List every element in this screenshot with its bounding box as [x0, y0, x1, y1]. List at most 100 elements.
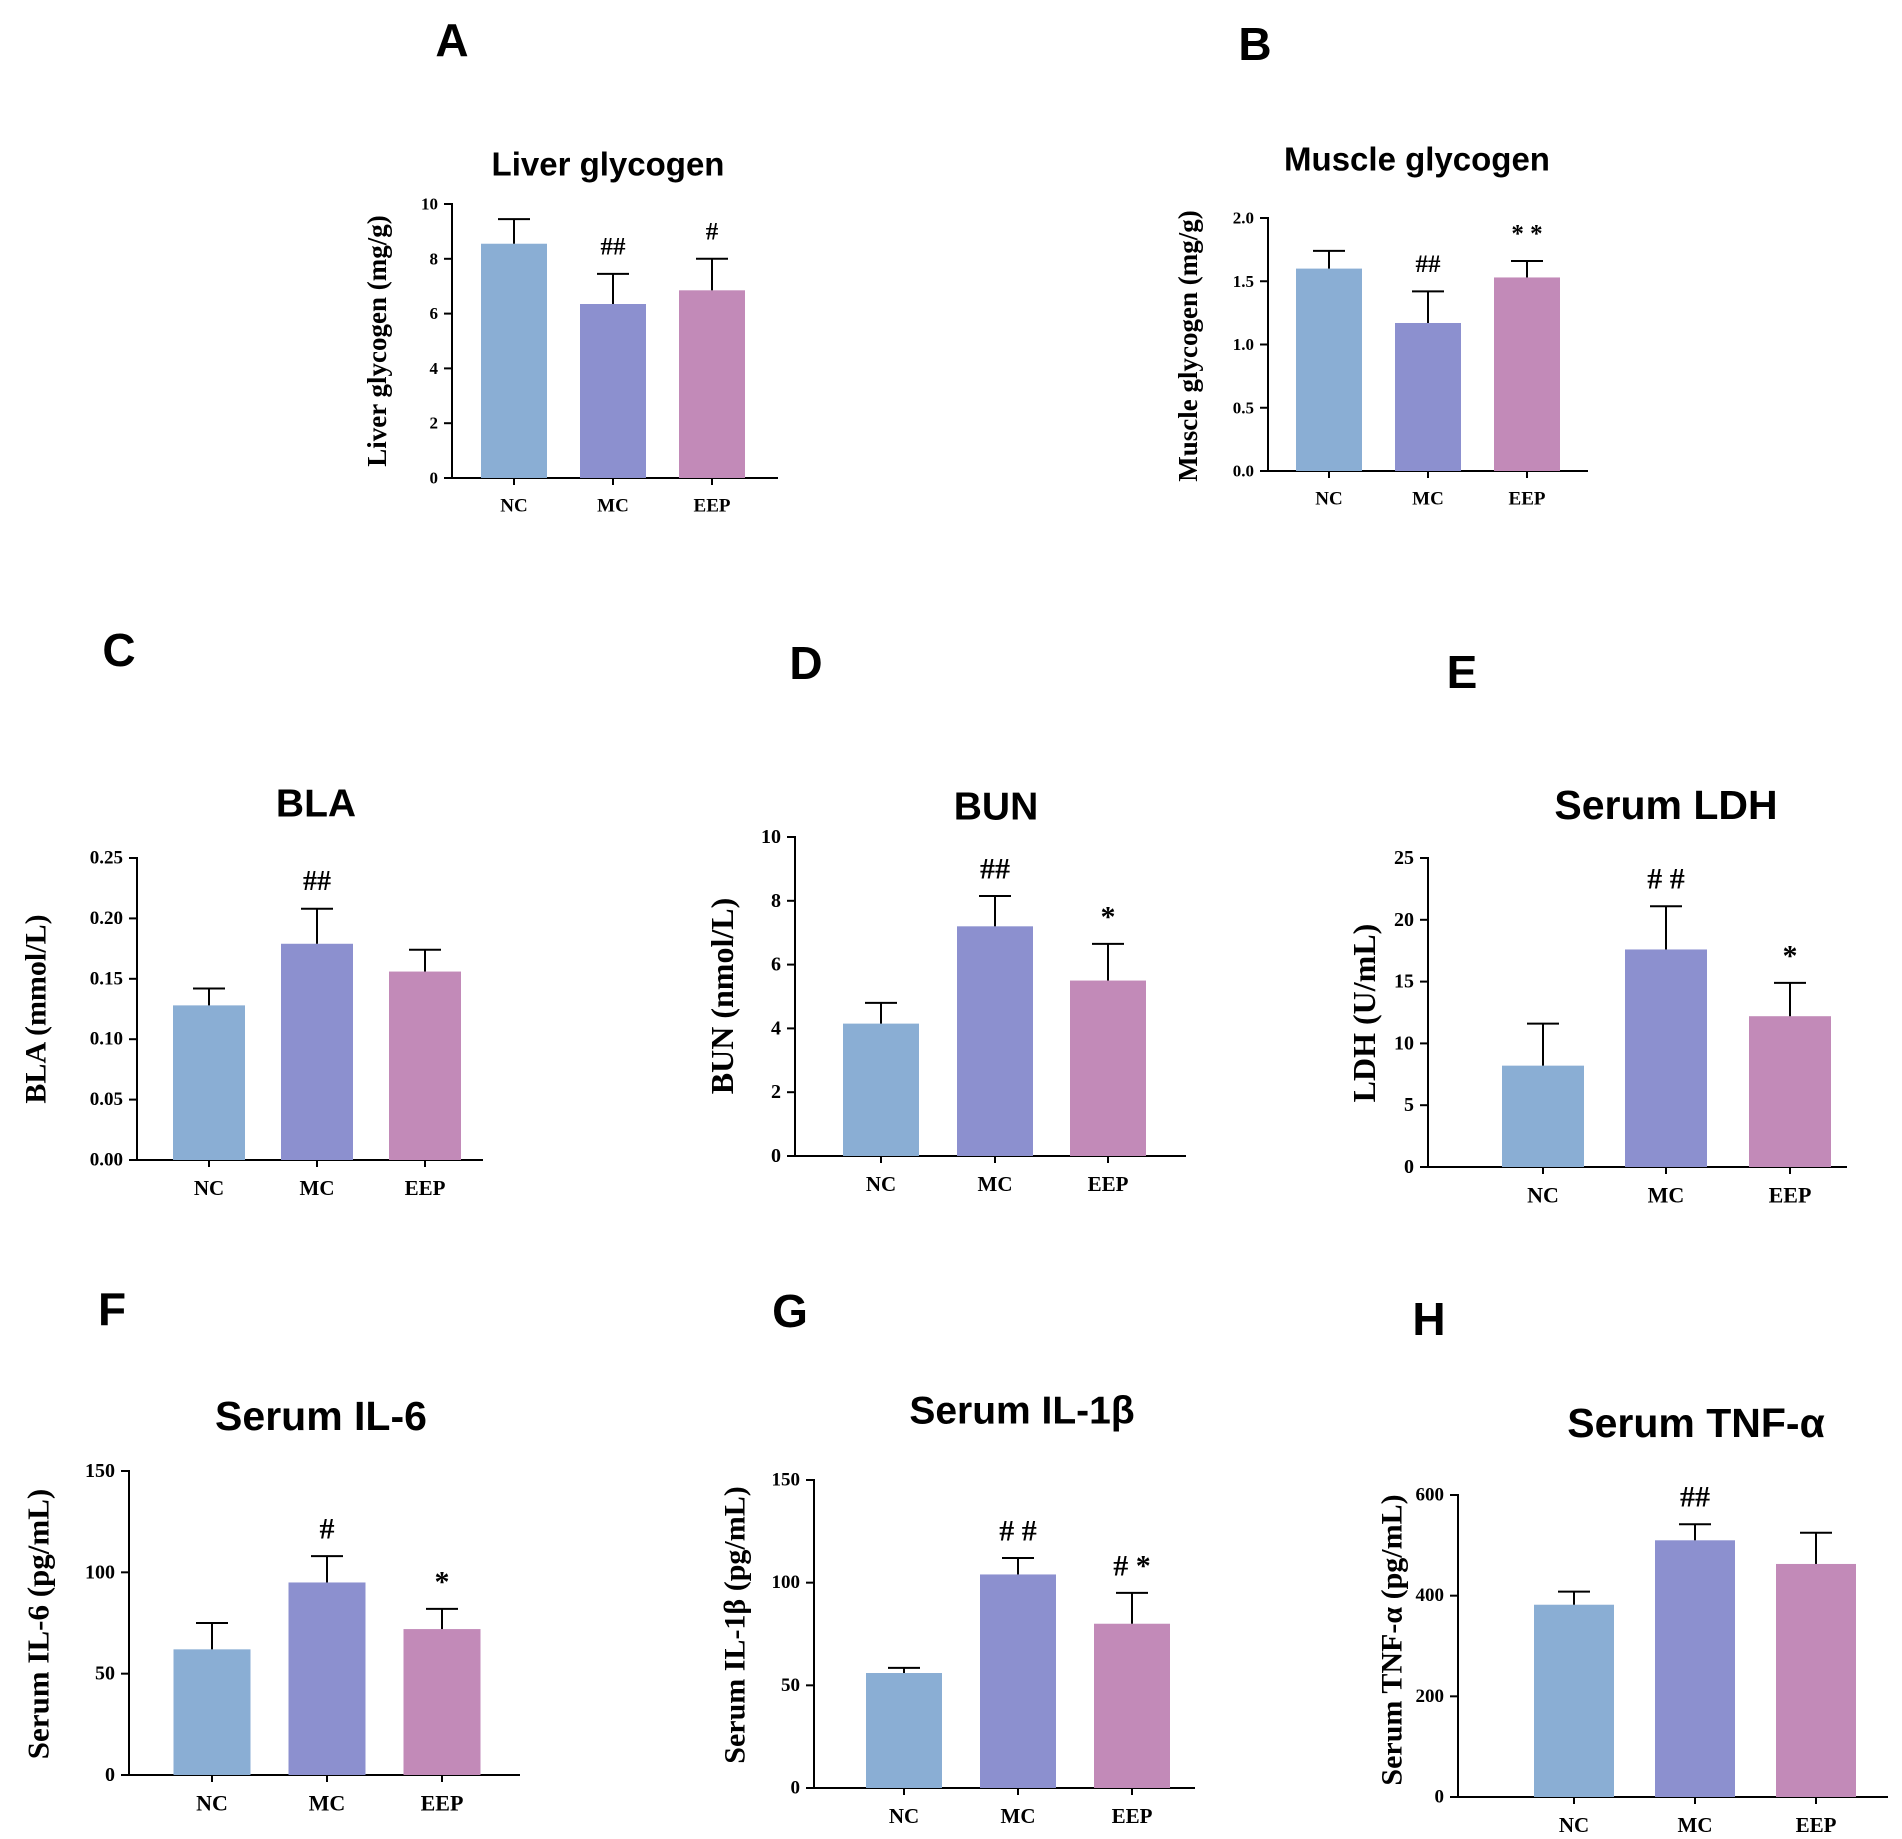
- bar-mc: [580, 304, 646, 478]
- bar-mc: [957, 926, 1033, 1156]
- y-tick-label: 100: [85, 1561, 115, 1583]
- y-axis-label: Liver glycogen (mg/g): [362, 215, 392, 466]
- x-tick-label: EEP: [1088, 1172, 1129, 1196]
- chart-title: BLA: [276, 783, 356, 826]
- bar-nc: [1296, 268, 1362, 471]
- chart-panel-e: E Serum LDH LDH (U/mL) 0 5 10 15 20 25 NC MC # # EEP…: [1346, 646, 1847, 1208]
- panel-letter: C: [102, 624, 135, 676]
- x-tick-label: MC: [1412, 489, 1444, 510]
- y-tick-label: 0.10: [90, 1029, 123, 1050]
- y-tick-label: 150: [772, 1470, 801, 1491]
- x-tick-label: MC: [597, 496, 629, 517]
- bar-nc: [843, 1023, 919, 1156]
- y-axis-label: Serum TNF-α (pg/mL): [1376, 1494, 1409, 1785]
- y-tick-label: 400: [1416, 1585, 1445, 1606]
- y-tick-label: 0.15: [90, 968, 123, 989]
- y-tick-label: 8: [430, 249, 439, 268]
- chart-panel-f: F Serum IL-6 Serum IL-6 (pg/mL) 0 50 100 150 NC…: [21, 1283, 520, 1816]
- x-tick-label: NC: [194, 1176, 224, 1200]
- bar-eep: [1776, 1563, 1856, 1797]
- y-tick-label: 0.00: [90, 1150, 123, 1171]
- x-tick-label: EEP: [1509, 489, 1546, 510]
- y-tick-label: 10: [1394, 1032, 1414, 1054]
- significance-label: # *: [1113, 1549, 1151, 1582]
- x-tick-label: NC: [1559, 1813, 1589, 1837]
- significance-label: ##: [601, 233, 627, 260]
- y-tick-label: 0.05: [90, 1089, 123, 1110]
- y-tick-label: 1.5: [1233, 272, 1254, 291]
- bar-mc: [1395, 322, 1461, 471]
- x-tick-label: EEP: [1112, 1804, 1153, 1828]
- y-tick-label: 2: [771, 1081, 781, 1103]
- chart-title: Serum TNF-α: [1567, 1400, 1825, 1446]
- bar-nc: [1502, 1065, 1584, 1167]
- y-tick-label: 0: [105, 1764, 115, 1786]
- bar-mc: [281, 943, 353, 1160]
- y-axis-label: BUN (nmol/L): [704, 898, 740, 1094]
- x-tick-label: EEP: [1769, 1183, 1812, 1208]
- x-tick-label: MC: [1678, 1813, 1713, 1837]
- bar-eep: [1094, 1623, 1170, 1788]
- chart-panel-a: A Liver glycogen Liver glycogen (mg/g) 0 2 4 6…: [362, 14, 778, 517]
- significance-label: ##: [1416, 251, 1442, 278]
- chart-panel-d: D BUN BUN (nmol/L) 0 2 4 6 8 10 NC MC ## EEP *: [704, 637, 1186, 1196]
- y-tick-label: 0.25: [90, 848, 123, 869]
- bar-nc: [481, 243, 547, 478]
- y-tick-label: 0: [430, 469, 439, 488]
- x-tick-label: EEP: [694, 496, 731, 517]
- chart-panel-b: B Muscle glycogen Muscle glycogen (mg/g) 0.…: [1173, 18, 1588, 510]
- bar-eep: [1494, 277, 1560, 471]
- chart-title: BUN: [954, 786, 1039, 829]
- y-tick-label: 0: [1404, 1156, 1414, 1178]
- y-tick-label: 5: [1404, 1094, 1414, 1116]
- chart-title: Liver glycogen: [492, 146, 725, 183]
- chart-panel-h: H Serum TNF-α Serum TNF-α (pg/mL) 0 200 400 60…: [1376, 1293, 1888, 1837]
- x-tick-label: MC: [1648, 1183, 1685, 1208]
- bar-eep: [1749, 1016, 1831, 1167]
- panel-letter: B: [1238, 18, 1271, 70]
- x-tick-label: MC: [978, 1172, 1013, 1196]
- y-tick-label: 50: [95, 1663, 115, 1685]
- y-tick-label: 200: [1416, 1686, 1445, 1707]
- y-tick-label: 20: [1394, 909, 1414, 931]
- bar-nc: [1534, 1604, 1614, 1797]
- y-tick-label: 1.0: [1233, 335, 1254, 354]
- bar-nc: [173, 1005, 245, 1160]
- y-tick-label: 0.20: [90, 908, 123, 929]
- y-tick-label: 50: [781, 1675, 800, 1696]
- y-tick-label: 0: [791, 1778, 801, 1799]
- significance-label: #: [320, 1513, 335, 1546]
- y-axis-label: Muscle glycogen (mg/g): [1173, 210, 1203, 481]
- significance-label: *: [435, 1565, 450, 1598]
- panel-letter: E: [1447, 646, 1478, 698]
- significance-label: *: [1101, 900, 1116, 933]
- x-tick-label: EEP: [1796, 1813, 1837, 1837]
- y-axis-label: BLA (mmol/L): [20, 914, 53, 1103]
- bar-mc: [1655, 1540, 1735, 1797]
- x-tick-label: NC: [866, 1172, 896, 1196]
- bar-mc: [980, 1574, 1056, 1788]
- panel-letter: A: [435, 14, 468, 66]
- x-tick-label: EEP: [421, 1791, 464, 1816]
- significance-label: * *: [1511, 221, 1542, 248]
- y-tick-label: 0.5: [1233, 398, 1254, 417]
- x-tick-label: MC: [300, 1176, 335, 1200]
- bar-eep: [389, 971, 461, 1160]
- y-tick-label: 25: [1394, 847, 1414, 869]
- x-tick-label: NC: [1315, 489, 1342, 510]
- y-axis-label: Serum IL-1β (pg/mL): [719, 1486, 752, 1763]
- chart-title: Serum IL-6: [215, 1393, 427, 1439]
- bar-eep: [403, 1629, 481, 1775]
- y-tick-label: 10: [761, 826, 781, 848]
- bar-mc: [1625, 949, 1707, 1167]
- panel-letter: H: [1412, 1293, 1445, 1345]
- y-tick-label: 150: [85, 1460, 115, 1482]
- significance-label: ##: [1680, 1481, 1710, 1514]
- significance-label: #: [706, 218, 719, 245]
- significance-label: # #: [999, 1515, 1037, 1548]
- y-tick-label: 100: [772, 1572, 801, 1593]
- x-tick-label: NC: [889, 1804, 919, 1828]
- x-tick-label: MC: [1001, 1804, 1036, 1828]
- panel-letter: G: [772, 1285, 808, 1337]
- y-tick-label: 600: [1416, 1485, 1445, 1506]
